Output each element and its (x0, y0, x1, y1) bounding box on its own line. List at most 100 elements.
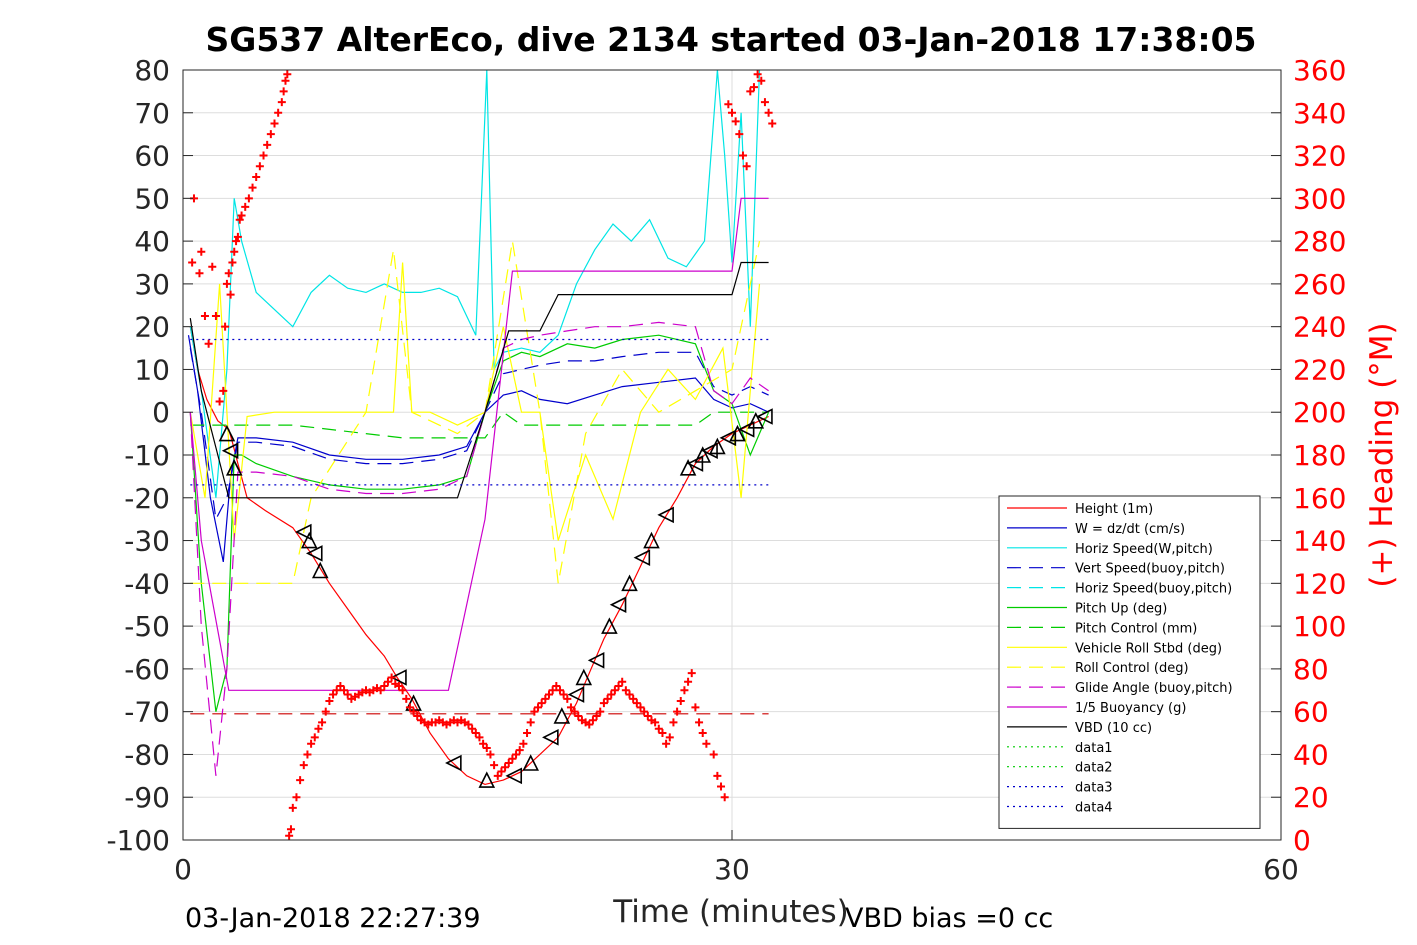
heading-point (625, 690, 634, 699)
heading-point (405, 703, 414, 712)
height-marker (737, 421, 755, 438)
heading-point (296, 776, 305, 785)
heading-point (475, 733, 484, 742)
heading-point (263, 140, 272, 149)
heading-point (468, 724, 477, 733)
height-marker (542, 729, 559, 746)
heading-point (402, 694, 411, 703)
y-right-tick-label: 200 (1293, 396, 1346, 429)
heading-point (662, 739, 671, 748)
heading-point (235, 215, 244, 224)
heading-point (394, 682, 403, 690)
heading-point (676, 696, 685, 705)
heading-point (643, 711, 652, 720)
y-tick-label: -30 (124, 525, 170, 558)
height-marker (694, 446, 712, 463)
heading-point (279, 87, 288, 96)
height-marker (505, 767, 523, 785)
heading-point (563, 694, 572, 703)
height-marker (390, 669, 407, 686)
heading-point (413, 711, 422, 720)
heading-point (673, 707, 682, 716)
heading-point (204, 339, 213, 348)
height-marker (553, 707, 571, 724)
heading-point (387, 673, 396, 682)
y-tick-label: 80 (134, 54, 170, 87)
y-axis-left: 80 70 60 50 40 30 20 10 0 -10 -20 -30 -40 -50 -60 -70 -8… (106, 54, 193, 857)
height-marker (294, 523, 312, 541)
heading-point (332, 686, 341, 695)
y-tick-label: 0 (152, 396, 170, 429)
heading-point (325, 696, 334, 705)
heading-point (233, 232, 242, 241)
heading-point (340, 686, 349, 695)
heading-point (497, 767, 506, 776)
heading-point (277, 98, 286, 107)
heading-point (570, 707, 579, 716)
y-right-tick-label: 20 (1293, 781, 1329, 814)
height-marker (311, 561, 329, 579)
heading-point (383, 677, 392, 686)
heading-point (746, 87, 755, 96)
y-right-tick-label: 100 (1293, 610, 1346, 643)
y-tick-label: 30 (134, 268, 170, 301)
heading-point (764, 108, 773, 117)
heading-point (607, 690, 616, 699)
heading-point (658, 729, 667, 738)
legend-box (998, 495, 1261, 829)
height-marker (218, 424, 236, 442)
heading-point (409, 707, 418, 716)
x-axis: 0 30 60 (174, 830, 1299, 886)
y-tick-label: -90 (124, 781, 170, 814)
heading-point (599, 699, 608, 708)
y-tick-label: -40 (124, 567, 170, 600)
series-line-vbd-10-cc (189, 261, 769, 499)
heading-point (742, 162, 751, 171)
heading-point (519, 739, 528, 748)
y-tick-label: -20 (124, 482, 170, 515)
heading-point (321, 707, 330, 716)
heading-point (343, 690, 352, 699)
x-tick-label: 30 (714, 853, 750, 886)
y-right-tick-label: 360 (1293, 54, 1346, 87)
heading-point (698, 729, 707, 738)
heading-point (541, 694, 550, 703)
height-marker (679, 459, 697, 476)
legend-entry: Height (1m) (1075, 502, 1153, 517)
y-right-tick-label: 320 (1293, 140, 1346, 173)
heading-point (559, 690, 568, 699)
y-tick-label: 10 (134, 353, 170, 386)
height-marker (587, 652, 605, 669)
legend-entry: Horiz Speed(buoy,pitch) (1075, 582, 1232, 597)
legend-entry: Vert Speed(buoy,pitch) (1075, 562, 1225, 577)
y-right-tick-label: 340 (1293, 97, 1346, 130)
heading-point (555, 686, 564, 695)
heading-point (501, 763, 510, 772)
legend-entry: data1 (1075, 741, 1113, 756)
heading-point (471, 729, 480, 738)
y-tick-label: 60 (134, 140, 170, 173)
y-right-tick-label: 140 (1293, 525, 1346, 558)
heading-point (248, 183, 257, 192)
heading-point (490, 761, 499, 770)
heading-point (526, 718, 535, 727)
heading-point (270, 119, 279, 128)
series-line-vehicle-roll-stbd-deg (189, 262, 761, 541)
legend-entry: data3 (1075, 781, 1113, 796)
legend-entry: W = dz/dt (cm/s) (1075, 522, 1185, 537)
legend-entry: data4 (1075, 801, 1113, 816)
y-tick-label: 70 (134, 97, 170, 130)
heading-point (336, 682, 345, 690)
y-right-tick-label: 0 (1293, 824, 1311, 857)
heading-point (314, 724, 323, 733)
heading-point (376, 686, 385, 695)
heading-point (632, 699, 641, 708)
legend-entry: Glide Angle (buoy,pitch) (1075, 681, 1233, 696)
height-marker (643, 531, 660, 549)
height-marker (657, 506, 674, 524)
heading-point (244, 194, 253, 203)
heading-point (288, 803, 297, 812)
height-marker (621, 574, 638, 592)
y-tick-label: -100 (106, 824, 170, 857)
